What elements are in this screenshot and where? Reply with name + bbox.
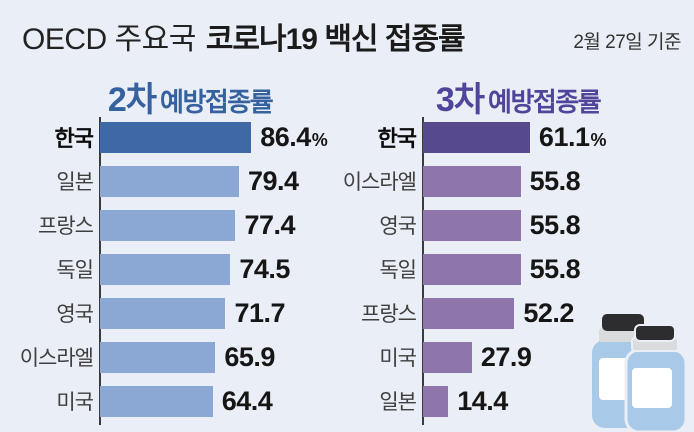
value-label: 86.4% (260, 121, 328, 152)
country-label: 한국 (54, 126, 94, 151)
value-label: 79.4 (247, 165, 299, 196)
dose-number: 3차 (435, 81, 485, 119)
bar-row: 영국 71.7 (0, 291, 347, 335)
bar-row: 이스라엘 55.8 (323, 159, 694, 203)
bar-row: 한국 86.4% (0, 115, 347, 159)
value-bar (423, 253, 521, 285)
bar-row: 일본 79.4 (0, 159, 347, 203)
value-bar (100, 341, 216, 373)
value-label: 74.5 (239, 253, 290, 284)
value-label: 55.8 (529, 253, 581, 284)
country-label: 미국 (379, 347, 417, 370)
bar-row: 독일 74.5 (0, 247, 347, 291)
country-label: 한국 (377, 126, 417, 151)
country-label: 독일 (379, 259, 417, 282)
chart-3rd-dose-heading: 3차 예방접종률 (368, 72, 668, 121)
bar-row: 프랑스 77.4 (0, 203, 347, 247)
value-bar (423, 385, 449, 417)
title-main: 코로나19 백신 접종률 (205, 23, 466, 56)
value-bar (423, 209, 521, 241)
country-label: 영국 (379, 215, 417, 238)
page-title: OECD 주요국 코로나19 백신 접종률 (22, 14, 466, 58)
value-label: 64.4 (221, 385, 273, 416)
chart-2nd-dose-heading: 2차 예방접종률 (40, 72, 340, 121)
value-bar (100, 253, 231, 285)
value-bar (423, 341, 472, 373)
value-label: 55.8 (529, 165, 581, 196)
value-bar (423, 165, 521, 197)
country-label: 프랑스 (361, 303, 417, 326)
title-prefix: OECD 주요국 (22, 23, 196, 56)
country-label: 프랑스 (38, 215, 94, 238)
value-label: 71.7 (234, 297, 286, 328)
value-label: 27.9 (480, 341, 532, 372)
percent-unit: % (311, 129, 328, 150)
dose-heading-text: 예방접종률 (488, 87, 602, 117)
country-label: 영국 (56, 303, 94, 326)
value-bar (100, 209, 236, 241)
bar-rows: 한국 61.1% 이스라엘 55.8 영국 55.8 독일 55.8 프랑스 52.2 미국 27.9… (323, 115, 694, 423)
bar-row: 미국 27.9 (323, 335, 694, 379)
country-label: 이스라엘 (342, 171, 417, 194)
percent-unit: % (590, 129, 606, 150)
value-bar (423, 297, 515, 329)
value-bar (100, 385, 213, 417)
vial-front (624, 324, 688, 432)
dose-number: 2차 (107, 81, 157, 119)
country-label: 일본 (379, 391, 417, 414)
bar-row: 미국 64.4 (0, 379, 347, 423)
value-label: 55.8 (529, 209, 581, 240)
country-label: 미국 (56, 391, 94, 414)
bar-row: 한국 61.1% (323, 115, 694, 159)
value-bar (100, 297, 226, 329)
date-note: 2월 27일 기준 (573, 32, 681, 53)
chart-3rd-dose: 3차 예방접종률 한국 61.1% 이스라엘 55.8 영국 55.8 독일 55.8 프랑스 52… (323, 0, 694, 432)
chart-2nd-dose: 2차 예방접종률 한국 86.4% 일본 79.4 프랑스 77.4 독일 74.5 영국 71.7… (0, 72, 347, 425)
value-label: 65.9 (224, 341, 275, 372)
country-label: 이스라엘 (19, 347, 94, 370)
bar-row: 프랑스 52.2 (323, 291, 694, 335)
vaccine-vials-illustration (592, 314, 688, 432)
bar-rows: 한국 86.4% 일본 79.4 프랑스 77.4 독일 74.5 영국 71.7 이스라엘 65.9… (0, 115, 347, 423)
value-bar (423, 121, 530, 153)
value-bar (100, 165, 239, 197)
bar-row: 일본 14.4 (323, 379, 694, 423)
value-bar (100, 121, 252, 153)
country-label: 일본 (56, 171, 94, 194)
value-label: 14.4 (457, 385, 508, 416)
country-label: 독일 (56, 259, 94, 282)
value-label: 61.1% (538, 121, 607, 152)
bar-row: 독일 55.8 (323, 247, 694, 291)
value-label: 77.4 (244, 209, 295, 240)
dose-heading-text: 예방접종률 (160, 87, 274, 117)
value-label: 52.2 (523, 297, 574, 328)
bar-row: 이스라엘 65.9 (0, 335, 347, 379)
bar-row: 영국 55.8 (323, 203, 694, 247)
